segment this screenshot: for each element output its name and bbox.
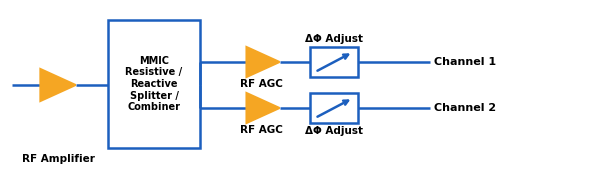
- Bar: [310, 93, 358, 123]
- Text: ΔΦ Adjust: ΔΦ Adjust: [305, 34, 363, 44]
- Text: ΔΦ Adjust: ΔΦ Adjust: [305, 126, 363, 136]
- Polygon shape: [247, 47, 280, 77]
- Text: Channel 2: Channel 2: [434, 103, 496, 113]
- Text: Channel 1: Channel 1: [434, 57, 496, 67]
- Text: RF AGC: RF AGC: [240, 79, 283, 89]
- Polygon shape: [41, 69, 75, 101]
- Polygon shape: [247, 93, 280, 123]
- Text: RF Amplifier: RF Amplifier: [22, 154, 94, 164]
- Text: MMIC
Resistive /
Reactive
Splitter /
Combiner: MMIC Resistive / Reactive Splitter / Com…: [125, 56, 183, 112]
- Bar: [108, 20, 200, 148]
- Bar: [310, 47, 358, 77]
- Text: RF AGC: RF AGC: [240, 125, 283, 135]
